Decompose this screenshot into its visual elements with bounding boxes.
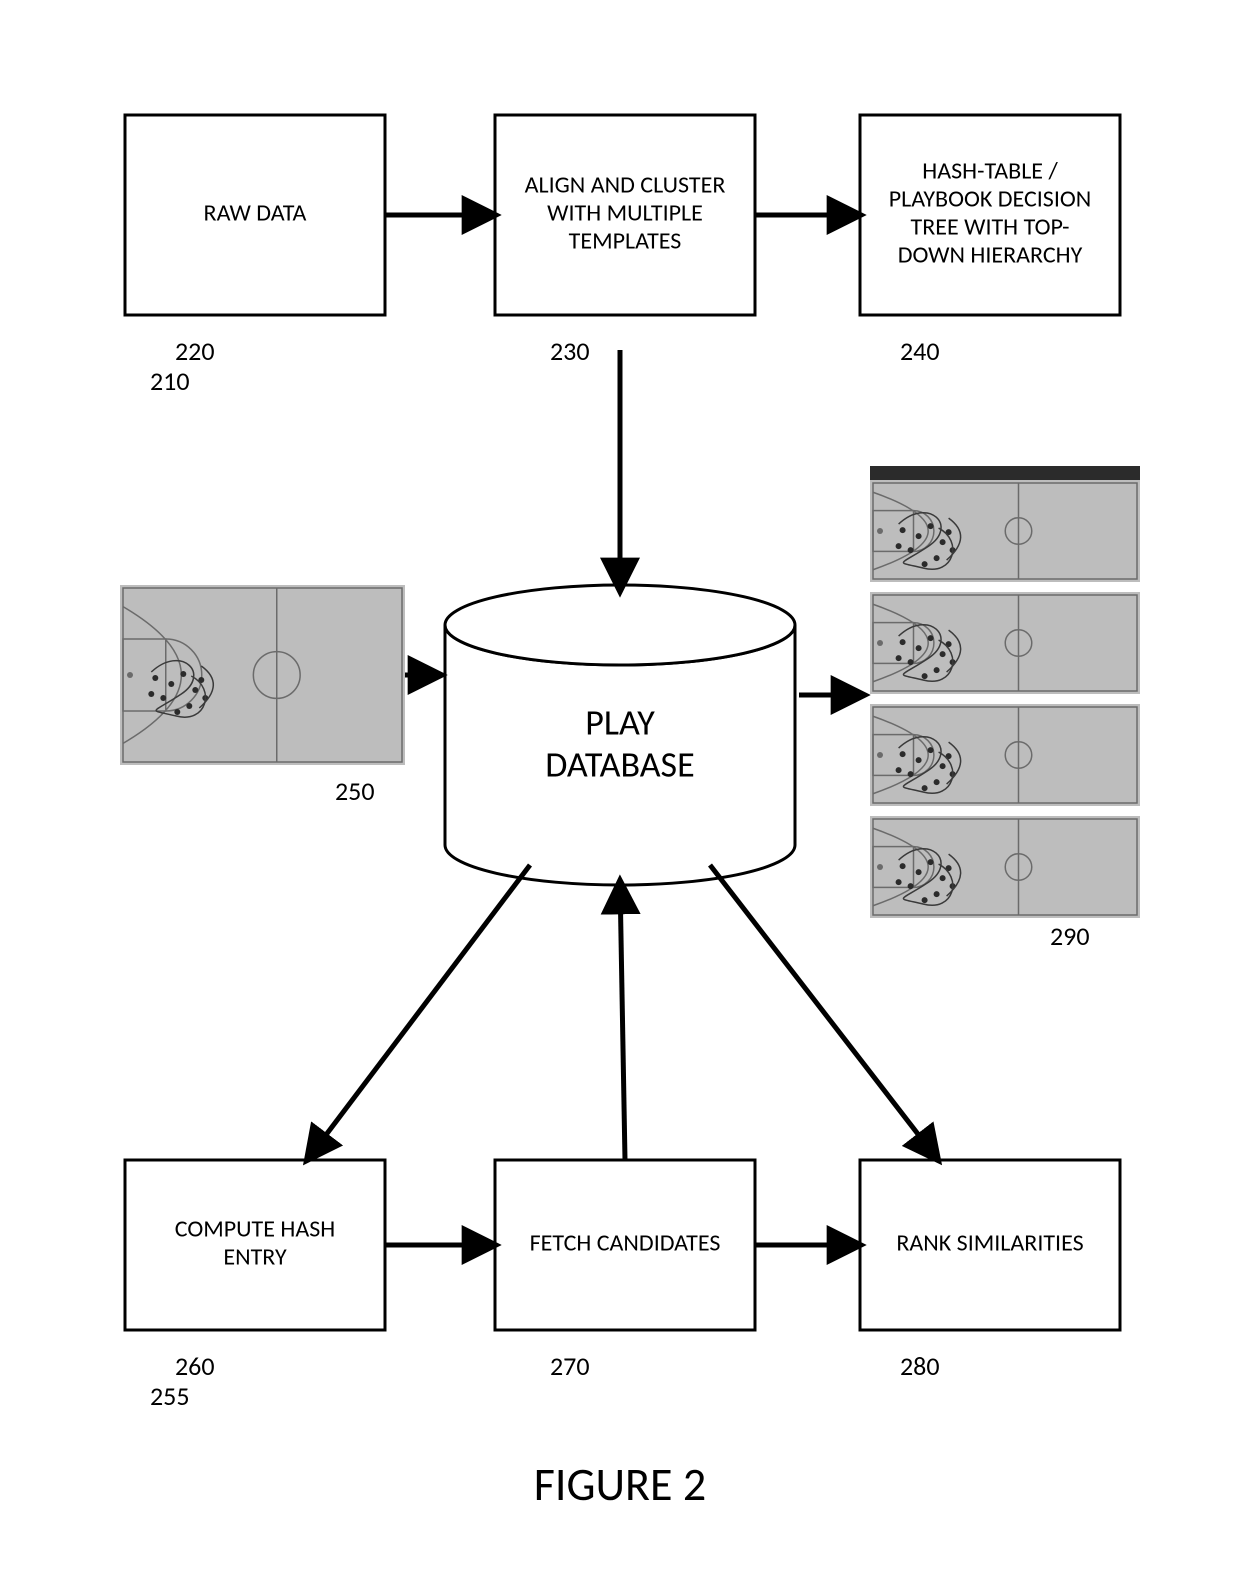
arrow-fetch-to-db (620, 881, 625, 1160)
ref-rank_sim: 280 (900, 1350, 940, 1382)
play-database-label: DATABASE (545, 743, 694, 787)
result-header-bar (870, 466, 1140, 480)
ref-group_bottom: 255 (150, 1380, 190, 1412)
ref-align_cluster: 230 (550, 335, 590, 367)
align-cluster-box-label: WITH MULTIPLE (547, 199, 703, 228)
ref-results: 290 (1050, 920, 1090, 952)
ref-fetch_candidates: 270 (550, 1350, 590, 1382)
result-play-2 (870, 592, 1140, 694)
ref-hash_table: 240 (900, 335, 940, 367)
arrow-db-to-compute (307, 865, 530, 1160)
result-play-1 (870, 466, 1140, 582)
fetch-candidates-box-label: FETCH CANDIDATES (530, 1229, 721, 1258)
hash-table-box-label: HASH-TABLE / (922, 157, 1058, 186)
ref-raw_data: 220 (175, 335, 215, 367)
result-play-3 (870, 704, 1140, 806)
ref-input_play: 250 (335, 775, 375, 807)
play-database-label: PLAY (585, 701, 655, 745)
compute-hash-box-label: COMPUTE HASH (175, 1215, 335, 1244)
rank-similarities-box-label: RANK SIMILARITIES (896, 1229, 1083, 1258)
ref-compute_hash: 260 (175, 1350, 215, 1382)
hash-table-box-label: TREE WITH TOP- (911, 213, 1070, 242)
align-cluster-box-label: ALIGN AND CLUSTER (525, 171, 726, 200)
hash-table-box-label: DOWN HIERARCHY (898, 241, 1083, 270)
figure-label: FIGURE 2 (534, 1457, 706, 1513)
ref-group_top: 210 (150, 365, 190, 397)
raw-data-box-label: RAW DATA (204, 199, 307, 228)
compute-hash-box-label: ENTRY (223, 1243, 287, 1272)
hash-table-box-label: PLAYBOOK DECISION (889, 185, 1092, 214)
align-cluster-box-label: TEMPLATES (569, 227, 682, 256)
input-play-court (120, 585, 405, 765)
result-play-4 (870, 816, 1140, 918)
